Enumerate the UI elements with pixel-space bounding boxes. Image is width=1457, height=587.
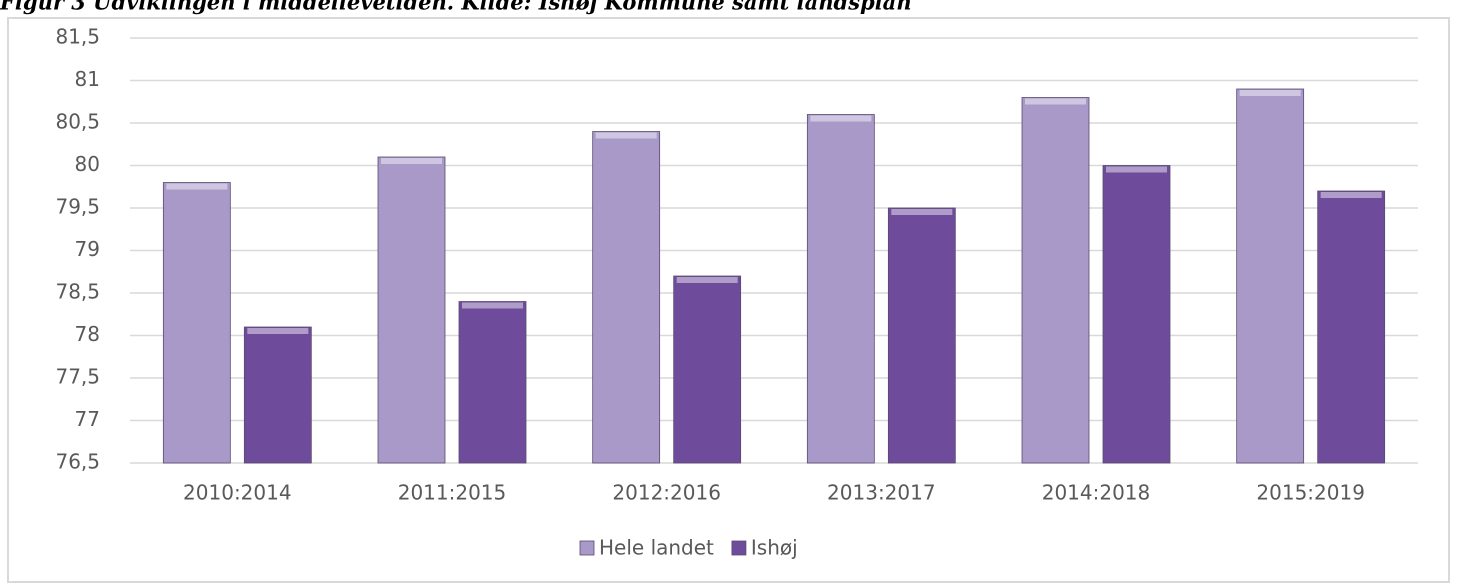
y-tick-label: 80,5 bbox=[55, 110, 100, 134]
bar-highlight bbox=[810, 115, 872, 122]
legend-label: Ishøj bbox=[751, 536, 798, 560]
legend-swatch bbox=[731, 540, 747, 556]
x-tick-label: 2010:2014 bbox=[183, 481, 292, 505]
y-tick-label: 77,5 bbox=[55, 365, 100, 389]
bar-highlight bbox=[247, 328, 309, 334]
legend-swatch bbox=[579, 540, 595, 556]
y-tick-label: 78 bbox=[75, 322, 100, 346]
y-tick-label: 81,5 bbox=[55, 25, 100, 49]
bar bbox=[1102, 165, 1171, 464]
y-tick-label: 80 bbox=[75, 152, 100, 176]
bar bbox=[592, 131, 661, 464]
bar bbox=[1317, 190, 1386, 464]
bar bbox=[243, 326, 312, 464]
bar-highlight bbox=[595, 132, 657, 139]
x-tick-label: 2013:2017 bbox=[827, 481, 936, 505]
bar bbox=[377, 156, 446, 464]
bar-highlight bbox=[1025, 98, 1086, 105]
y-tick-label: 79,5 bbox=[55, 195, 100, 219]
y-tick-label: 76,5 bbox=[55, 450, 100, 474]
x-tick-label: 2012:2016 bbox=[612, 481, 721, 505]
bar-highlight bbox=[381, 158, 442, 164]
x-tick-label: 2011:2015 bbox=[398, 481, 507, 505]
bar-highlight bbox=[462, 302, 523, 309]
bar-highlight bbox=[1106, 166, 1167, 173]
y-tick-label: 78,5 bbox=[55, 280, 100, 304]
y-tick-label: 79 bbox=[75, 237, 100, 261]
bar-highlight bbox=[676, 277, 738, 283]
bar bbox=[1236, 88, 1305, 464]
bar-highlight bbox=[166, 183, 228, 190]
bar bbox=[162, 182, 231, 464]
bar bbox=[806, 114, 875, 464]
legend-label: Hele landet bbox=[599, 536, 714, 560]
y-tick-label: 81 bbox=[75, 67, 100, 91]
bar-highlight bbox=[891, 209, 953, 215]
bar bbox=[673, 275, 742, 464]
chart-title: Figur 3 Udviklingen i middellevetiden. K… bbox=[0, 0, 912, 15]
x-tick-label: 2014:2018 bbox=[1042, 481, 1151, 505]
bar-highlight bbox=[1320, 192, 1382, 198]
bar-highlight bbox=[1239, 90, 1301, 96]
bar bbox=[887, 207, 956, 464]
x-tick-label: 2015:2019 bbox=[1256, 481, 1365, 505]
bar bbox=[1021, 97, 1090, 464]
y-tick-label: 77 bbox=[75, 407, 100, 431]
bar bbox=[458, 301, 527, 464]
